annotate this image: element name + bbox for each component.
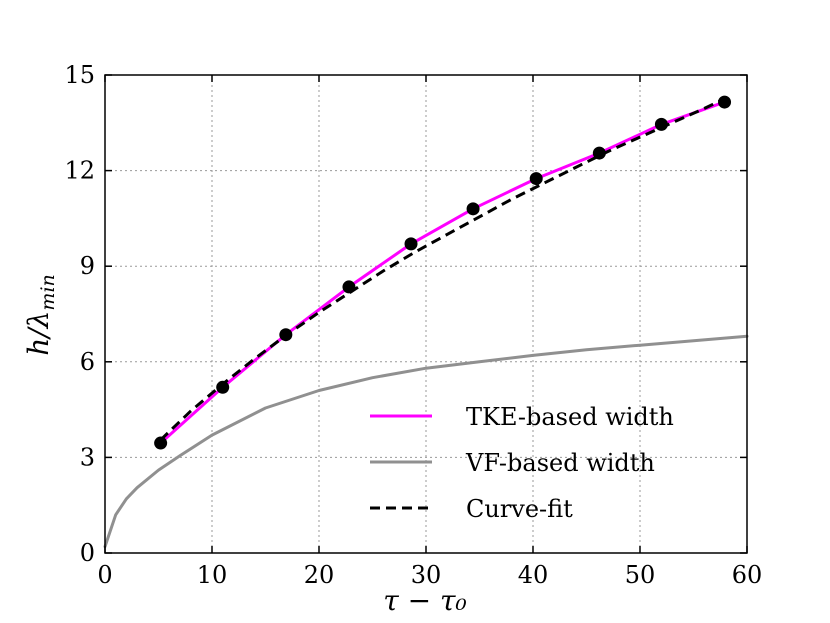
- data-point: [216, 380, 230, 394]
- data-point: [154, 436, 168, 450]
- legend-label-fit: Curve-fit: [466, 495, 573, 523]
- x-tick-label: 20: [304, 561, 335, 589]
- ticks: 0 10 20 30 40 50 60 0 3 6 9 12 15: [64, 61, 762, 589]
- data-point: [529, 172, 543, 186]
- y-axis-label-main: h/λ: [22, 311, 55, 356]
- y-tick-label: 6: [80, 348, 95, 376]
- data-point: [466, 202, 480, 216]
- series-line-fit: [159, 94, 732, 441]
- series-line-tke: [159, 100, 726, 445]
- y-tick-label: 9: [80, 252, 95, 280]
- series-line-vf: [103, 334, 749, 549]
- legend-label-vf: VF-based width: [465, 449, 655, 477]
- data-point: [718, 95, 732, 109]
- x-tick-label: 40: [518, 561, 549, 589]
- legend-label-tke: TKE-based width: [466, 403, 674, 431]
- data-point: [654, 117, 668, 131]
- y-tick-label: 0: [80, 539, 95, 567]
- y-tick-label: 12: [64, 157, 95, 185]
- y-axis-label-sub: min: [37, 274, 59, 310]
- x-tick-label: 60: [732, 561, 763, 589]
- x-tick-label: 10: [197, 561, 228, 589]
- x-axis-label: τ − τ₀: [383, 584, 466, 617]
- marker-layer: [154, 95, 732, 450]
- legend: TKE-based width VF-based width Curve-fit: [370, 403, 674, 523]
- data-point: [404, 237, 418, 251]
- y-axis-label: h/λmin: [22, 274, 59, 356]
- data-point: [279, 328, 293, 342]
- data-point: [342, 280, 356, 294]
- x-tick-label: 30: [411, 561, 442, 589]
- y-tick-label: 3: [80, 443, 95, 471]
- series-layer: [103, 94, 749, 549]
- y-tick-label: 15: [64, 61, 95, 89]
- grid: [105, 75, 747, 553]
- x-tick-label: 50: [625, 561, 656, 589]
- data-point: [592, 146, 606, 160]
- x-tick-label: 0: [97, 561, 112, 589]
